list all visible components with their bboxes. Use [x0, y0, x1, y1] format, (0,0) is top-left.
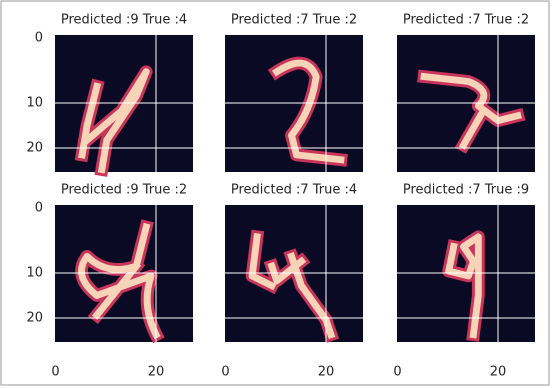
- subplot-title: Predicted :7 True :2: [403, 13, 529, 28]
- y-tick-label: 0: [35, 201, 43, 216]
- subplot-title: Predicted :9 True :4: [61, 13, 187, 28]
- page: Predicted :9 True :4 0 10 20 Predicted :7 Tr…: [0, 0, 552, 388]
- x-tick-label: 0: [51, 365, 59, 380]
- figure: Predicted :9 True :4 0 10 20 Predicted :7 Tr…: [0, 0, 552, 388]
- x-tick-label: 20: [148, 365, 165, 380]
- x-tick-label: 0: [393, 365, 401, 380]
- subplot: Predicted :7 True :2: [225, 13, 363, 173]
- x-tick-label: 0: [221, 365, 229, 380]
- subplot-title: Predicted :7 True :2: [231, 13, 357, 28]
- subplot-title: Predicted :7 True :4: [231, 183, 357, 198]
- y-tick-label: 10: [26, 96, 43, 111]
- x-tick-label: 20: [490, 365, 507, 380]
- x-tick-label: 20: [318, 365, 335, 380]
- subplot-title: Predicted :7 True :9: [403, 183, 529, 198]
- y-tick-label: 0: [35, 31, 43, 46]
- y-tick-label: 10: [26, 266, 43, 281]
- subplot: Predicted :7 True :2: [397, 13, 535, 173]
- y-tick-label: 20: [26, 311, 43, 326]
- y-tick-label: 20: [26, 141, 43, 156]
- subplot-title: Predicted :9 True :2: [61, 183, 187, 198]
